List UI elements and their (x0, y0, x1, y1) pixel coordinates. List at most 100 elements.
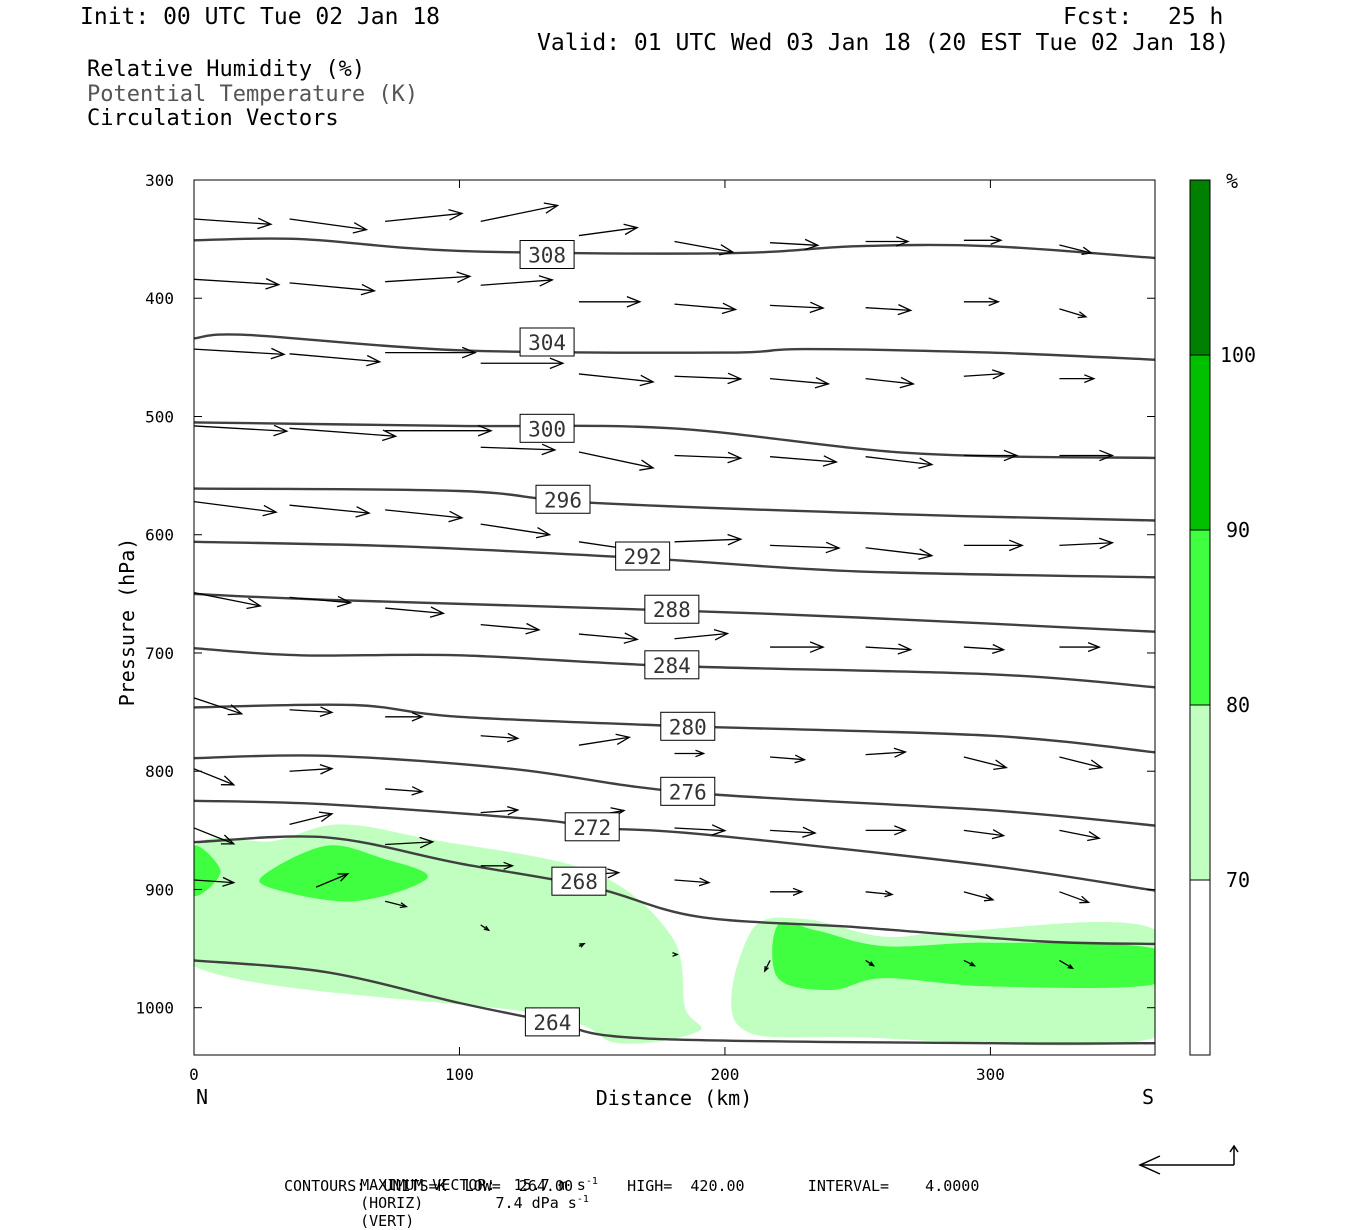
circulation-vector (865, 747, 908, 758)
colorbar: 70 80 90 100 (1189, 179, 1256, 1056)
unit-exponent: -1 (585, 1176, 598, 1187)
vector-shaft (194, 697, 242, 715)
circulation-vector (384, 900, 408, 909)
vector-shaft (1059, 756, 1102, 769)
vector-head (1099, 449, 1115, 462)
colorbar-segment (1189, 704, 1211, 881)
vector-shaft (770, 756, 805, 761)
contour-label: 264 (533, 1011, 571, 1035)
contour-label-box (519, 239, 575, 269)
vector-head (918, 548, 934, 560)
vector-head (988, 297, 1001, 307)
vector-head (352, 222, 369, 234)
reference-vector-icon (1138, 1144, 1239, 1175)
circulation-vector (578, 295, 642, 308)
vector-head (507, 805, 520, 816)
vector-head (623, 632, 639, 644)
vector-head (822, 455, 839, 467)
circulation-vector (865, 456, 934, 469)
x-axis-label: Distance (km) (596, 1086, 753, 1110)
circulation-vector (963, 643, 1006, 655)
vector-head (429, 606, 446, 618)
colorbar-unit: % (1226, 169, 1238, 193)
vector-shaft (865, 378, 914, 385)
vector-head (1084, 374, 1096, 384)
vector-shaft (578, 373, 654, 383)
circulation-vector (764, 960, 771, 973)
vector-shaft (289, 709, 333, 714)
vector-shaft (385, 788, 423, 793)
y-tick-label: 700 (145, 644, 174, 663)
circulation-vector (385, 786, 424, 796)
vector-head (695, 749, 706, 758)
theta-contour-284 (194, 647, 1155, 689)
circulation-vector (963, 369, 1006, 380)
circulation-vector (1059, 959, 1075, 970)
circulation-vector (963, 297, 1001, 307)
vector-head (246, 597, 263, 610)
circulation-vector (770, 377, 831, 389)
circulation-vector (578, 733, 632, 746)
vector-head (884, 890, 894, 898)
circulation-vector (865, 376, 916, 389)
vector-shaft (764, 960, 771, 972)
contour-label-box (660, 711, 716, 741)
vector-head (894, 825, 908, 836)
colorbar-label: 100 (1220, 343, 1256, 367)
vector-head (318, 811, 334, 823)
vector-head (227, 704, 244, 716)
circulation-vector (1059, 756, 1104, 771)
vector-shaft (865, 307, 911, 312)
circulation-vector (1059, 308, 1088, 319)
vector-shaft (384, 900, 407, 908)
circulation-vector (480, 924, 491, 932)
circulation-vector (1059, 537, 1115, 550)
vector-head (1098, 537, 1115, 550)
circulation-vector (674, 824, 727, 836)
vector-shaft (385, 275, 470, 283)
theta-contour-276 (194, 754, 1155, 827)
x-tick-label: 300 (976, 1065, 1005, 1084)
vector-head (541, 443, 557, 456)
vector-head (1003, 449, 1019, 462)
circulation-vector (385, 208, 464, 223)
vector-shaft (194, 827, 234, 845)
vector-head (721, 302, 738, 315)
circulation-vector (963, 449, 1019, 462)
vector-head (727, 451, 743, 464)
contour-label: 288 (653, 598, 691, 622)
circulation-vector (865, 304, 913, 316)
circulation-vector (674, 372, 743, 385)
vector-head (336, 595, 353, 608)
vector-shaft (674, 879, 709, 884)
contour-label: 284 (653, 654, 691, 678)
max-vector-vert: (HORIZ) 7.4 dPa s (360, 1194, 577, 1212)
vector-shaft (865, 751, 906, 756)
circulation-vector (194, 592, 263, 610)
vector-shaft (480, 523, 550, 536)
circulation-vector (480, 732, 520, 743)
vector-head (503, 861, 515, 870)
contour-label-box (644, 594, 700, 624)
vector-head (483, 925, 491, 932)
circulation-vector (963, 959, 977, 967)
vector-head (579, 942, 586, 948)
contour-label: 268 (560, 870, 598, 894)
contour-label: 280 (669, 715, 707, 739)
circulation-vector (865, 547, 934, 560)
theta-contour-268 (194, 835, 1155, 946)
vector-shaft (289, 282, 375, 292)
vector-head (895, 236, 910, 247)
vector-shaft (770, 829, 816, 834)
vector-head (448, 208, 464, 221)
circulation-vector (770, 238, 820, 251)
vector-head (265, 278, 281, 290)
vector-head (411, 786, 424, 796)
circulation-vector (963, 829, 1006, 840)
plot-frame (193, 179, 1156, 1056)
circulation-vector (480, 523, 552, 539)
vector-head (727, 372, 743, 385)
vector-shaft (289, 596, 351, 604)
circulation-vector (770, 541, 841, 554)
vector-shaft (385, 509, 463, 519)
